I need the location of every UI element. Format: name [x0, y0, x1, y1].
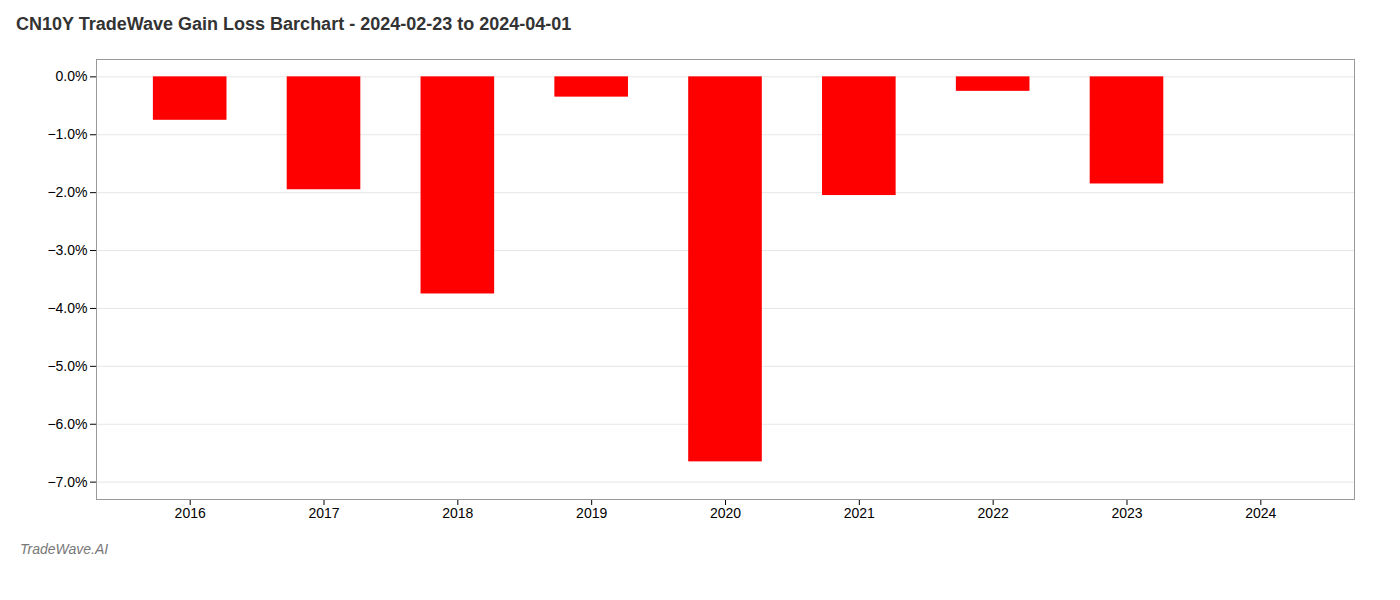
html-text:CN10Y TradeWave Gain Loss Barc: CN10Y TradeWave Gain Loss Barchart - 202…: [16, 14, 572, 34]
svg-text:2018: 2018: [442, 505, 473, 521]
svg-text:0.0%: 0.0%: [56, 68, 88, 84]
svg-text:2017: 2017: [308, 505, 339, 521]
svg-text:−2.0%: −2.0%: [47, 184, 87, 200]
svg-text:−3.0%: −3.0%: [47, 242, 87, 258]
html-text:TradeWave.AI: TradeWave.AI: [20, 541, 109, 557]
svg-text:2019: 2019: [576, 505, 607, 521]
svg-text:2016: 2016: [175, 505, 206, 521]
svg-text:−7.0%: −7.0%: [47, 474, 87, 490]
svg-text:−6.0%: −6.0%: [47, 416, 87, 432]
svg-text:2020: 2020: [710, 505, 741, 521]
svg-text:−4.0%: −4.0%: [47, 300, 87, 316]
svg-text:2022: 2022: [978, 505, 1009, 521]
svg-text:−5.0%: −5.0%: [47, 358, 87, 374]
svg-text:2024: 2024: [1245, 505, 1276, 521]
svg-text:2023: 2023: [1111, 505, 1142, 521]
svg-text:2021: 2021: [844, 505, 875, 521]
svg-text:−1.0%: −1.0%: [47, 126, 87, 142]
